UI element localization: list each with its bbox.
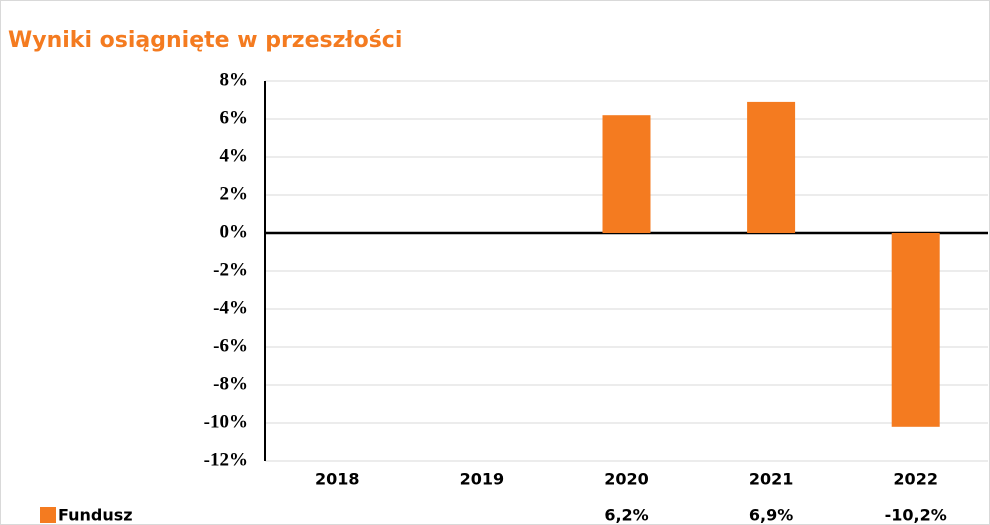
bar [602, 115, 651, 233]
value-label: -10,2% [885, 506, 947, 525]
y-tick-label: -6% [213, 335, 248, 356]
y-tick-label: 6% [220, 107, 249, 128]
value-label: 6,2% [604, 506, 648, 525]
y-tick-label: 0% [220, 221, 249, 242]
x-tick-label: 2018 [315, 470, 360, 489]
y-tick-label: -8% [213, 373, 248, 394]
x-tick-label: 2022 [893, 470, 938, 489]
legend-swatch [40, 507, 56, 523]
chart-title: Wyniki osiągnięte w przeszłości [8, 28, 402, 53]
y-tick-label: -10% [204, 411, 248, 432]
y-tick-label: -4% [213, 297, 248, 318]
x-tick-label: 2021 [749, 470, 794, 489]
value-label: 6,9% [749, 506, 793, 525]
y-tick-label: 8% [220, 69, 249, 90]
y-tick-label: -12% [204, 449, 248, 470]
legend-label: Fundusz [58, 506, 133, 525]
bar [891, 233, 940, 427]
bar [747, 101, 796, 234]
y-tick-label: 4% [220, 145, 249, 166]
x-tick-label: 2019 [460, 470, 505, 489]
y-tick-label: -2% [213, 259, 248, 280]
y-tick-label: 2% [220, 183, 249, 204]
x-tick-label: 2020 [604, 470, 649, 489]
